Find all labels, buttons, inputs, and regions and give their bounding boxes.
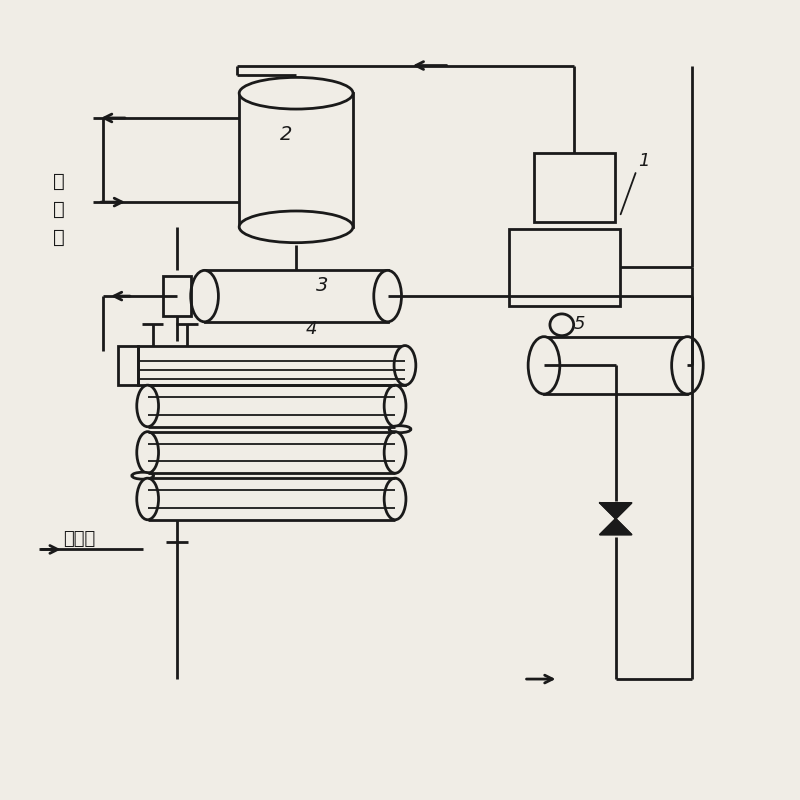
Ellipse shape <box>239 78 353 109</box>
Ellipse shape <box>389 426 411 433</box>
Ellipse shape <box>239 211 353 242</box>
Text: 却: 却 <box>53 200 65 219</box>
Text: 4: 4 <box>306 320 318 338</box>
Bar <box>138 346 405 385</box>
Bar <box>239 94 353 227</box>
Text: 5: 5 <box>574 314 585 333</box>
Bar <box>163 276 190 316</box>
Ellipse shape <box>550 314 574 336</box>
Polygon shape <box>600 518 631 534</box>
Ellipse shape <box>672 337 703 394</box>
Ellipse shape <box>132 472 154 479</box>
Text: 冷: 冷 <box>53 172 65 191</box>
Ellipse shape <box>384 478 406 520</box>
Ellipse shape <box>137 478 158 520</box>
Ellipse shape <box>384 432 406 474</box>
Bar <box>534 153 614 222</box>
Text: 1: 1 <box>638 153 650 170</box>
Text: 2: 2 <box>280 126 292 144</box>
Polygon shape <box>600 503 631 518</box>
Bar <box>205 270 388 322</box>
Ellipse shape <box>190 270 218 322</box>
Ellipse shape <box>528 337 560 394</box>
Text: 水: 水 <box>53 228 65 246</box>
Bar <box>509 229 620 306</box>
Bar <box>118 346 138 385</box>
Ellipse shape <box>137 385 158 426</box>
Ellipse shape <box>137 432 158 474</box>
Text: 3: 3 <box>316 276 328 295</box>
Bar <box>544 337 687 394</box>
Ellipse shape <box>374 270 402 322</box>
Ellipse shape <box>384 385 406 426</box>
Ellipse shape <box>394 346 416 385</box>
Text: 深井水: 深井水 <box>63 530 96 549</box>
